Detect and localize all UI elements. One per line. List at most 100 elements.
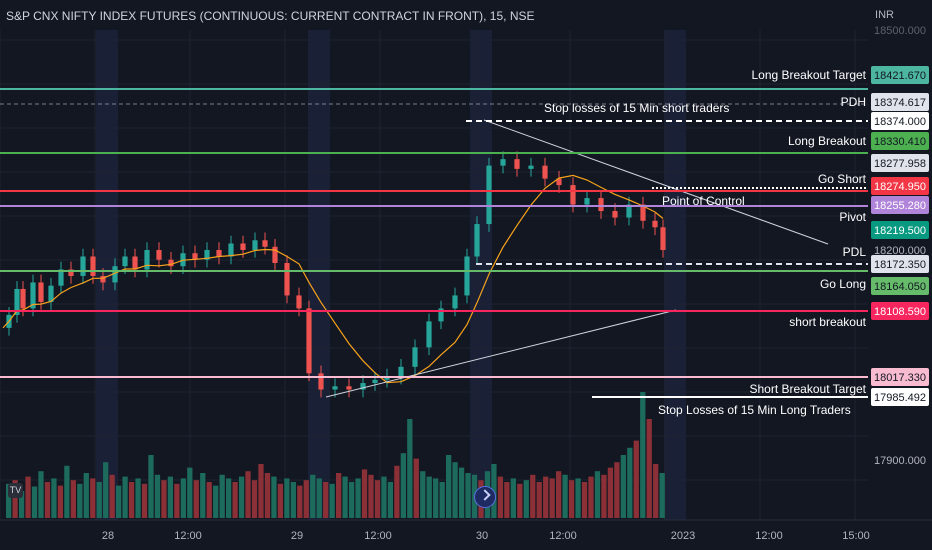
price-tag-6: 18255.280 xyxy=(874,200,926,212)
volume-bar xyxy=(161,480,167,518)
x-tick-0: 28 xyxy=(102,530,114,542)
volume-bar xyxy=(614,462,620,518)
x-tick-1: 12:00 xyxy=(174,530,202,542)
candle-body xyxy=(48,285,54,302)
candle-body xyxy=(252,240,258,250)
candle-body xyxy=(360,383,366,390)
level-label-0: Long Breakout Target xyxy=(751,68,866,82)
candle-body xyxy=(652,220,658,228)
volume-bar xyxy=(193,480,199,518)
volume-bar xyxy=(51,478,57,518)
moving-average-line xyxy=(2,174,664,384)
price-tag-2: 18374.000 xyxy=(874,116,926,128)
dividend-event-icon[interactable] xyxy=(474,486,496,508)
volume-bar xyxy=(83,473,89,518)
candle-body xyxy=(332,386,338,390)
candle-body xyxy=(122,256,128,267)
x-tick-8: 15:00 xyxy=(842,530,870,542)
volume-bar xyxy=(336,473,342,518)
volume-bar xyxy=(465,473,471,518)
candle-body xyxy=(412,347,418,367)
volume-bar xyxy=(627,447,633,518)
price-tag-bg-7 xyxy=(871,221,929,239)
candle-body xyxy=(90,256,96,276)
candle-body xyxy=(38,282,44,302)
volume-bar xyxy=(109,474,115,518)
volume-bar xyxy=(374,480,381,518)
volume-bar xyxy=(342,476,348,518)
volume-bar xyxy=(232,482,238,518)
candle-body xyxy=(112,266,118,283)
candle-body xyxy=(346,386,352,390)
volume-bar xyxy=(96,482,102,518)
volume-bar xyxy=(277,483,284,518)
candle-body xyxy=(384,376,390,380)
volume-bar xyxy=(426,476,432,518)
volume-bar xyxy=(70,480,76,518)
candle-body xyxy=(284,262,290,296)
volume-bar xyxy=(504,482,510,518)
candle-body xyxy=(132,256,138,270)
volume-bar xyxy=(433,478,439,518)
annotation-point-of-control: Point of Control xyxy=(662,194,745,208)
currency-label[interactable]: INR xyxy=(875,9,894,21)
price-tag-bg-10 xyxy=(871,302,929,320)
volume-bar xyxy=(413,458,419,518)
candle-body xyxy=(660,227,666,250)
price-tag-7: 18219.500 xyxy=(874,225,926,237)
volume-bar xyxy=(38,471,44,518)
y-tick-1: 17900.000 xyxy=(874,455,926,467)
tradingview-logo: TV xyxy=(8,483,23,498)
volume-bar xyxy=(18,491,25,518)
x-tick-5: 12:00 xyxy=(549,530,577,542)
candle-body xyxy=(464,256,470,296)
volume-bar xyxy=(420,471,426,518)
volume-bar xyxy=(25,476,31,518)
volume-bar xyxy=(167,476,174,518)
candle-body xyxy=(318,373,324,390)
candle-body xyxy=(272,246,278,263)
volume-bar xyxy=(238,476,245,518)
chart-title: S&P CNX NIFTY INDEX FUTURES (CONTINUOUS:… xyxy=(6,9,535,23)
volume-bar xyxy=(556,471,562,518)
volume-bar xyxy=(607,467,614,518)
candle-body xyxy=(216,250,222,257)
volume-bar xyxy=(174,483,180,518)
candle-body xyxy=(80,256,86,276)
volume-bar xyxy=(264,473,271,518)
rising-trendline xyxy=(325,309,677,398)
candle-body xyxy=(262,240,268,247)
level-label-10: short breakout xyxy=(789,315,866,329)
price-tag-bg-4 xyxy=(871,154,929,172)
volume-bar xyxy=(594,471,601,518)
x-tick-3: 12:00 xyxy=(364,530,392,542)
volume-bar xyxy=(122,476,128,518)
volume-bar xyxy=(361,469,368,518)
volume-bar xyxy=(90,478,96,518)
volume-bar xyxy=(368,474,374,518)
volume-bar xyxy=(200,473,206,518)
volume-bar xyxy=(297,485,303,518)
x-tick-4: 30 xyxy=(476,530,488,542)
volume-bar xyxy=(148,455,154,518)
candle-body xyxy=(598,198,604,212)
volume-bar xyxy=(219,474,225,518)
volume-bar xyxy=(206,482,212,518)
candle-body xyxy=(30,282,36,309)
volume-bar xyxy=(452,462,458,518)
volume-bar xyxy=(588,476,594,518)
level-label-1: PDH xyxy=(841,95,866,109)
volume-bar xyxy=(646,419,652,518)
volume-bar xyxy=(226,478,232,518)
candle-body xyxy=(144,250,150,270)
candle-body xyxy=(452,295,458,309)
price-tag-bg-11 xyxy=(871,368,929,386)
candle-body xyxy=(168,259,174,267)
volume-bar xyxy=(180,478,186,518)
price-tag-0: 18421.670 xyxy=(874,70,926,82)
volume-bar xyxy=(439,482,445,518)
candle-body xyxy=(528,165,534,169)
candle-body xyxy=(474,224,480,257)
